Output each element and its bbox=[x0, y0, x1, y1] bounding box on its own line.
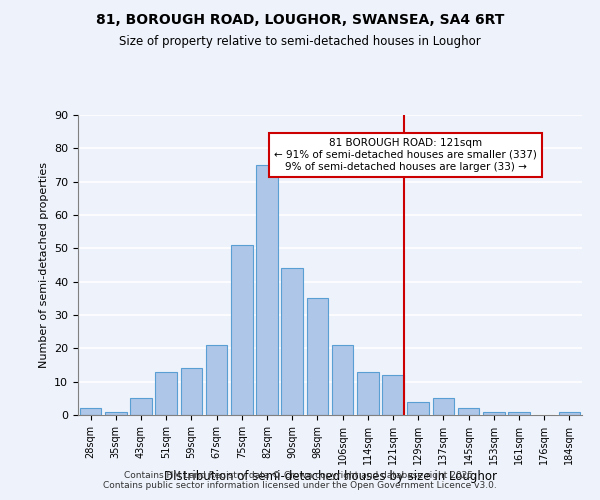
Bar bbox=[281, 268, 303, 415]
Bar bbox=[155, 372, 177, 415]
Bar bbox=[433, 398, 454, 415]
Bar bbox=[332, 345, 353, 415]
Text: 81 BOROUGH ROAD: 121sqm
← 91% of semi-detached houses are smaller (337)
9% of se: 81 BOROUGH ROAD: 121sqm ← 91% of semi-de… bbox=[274, 138, 537, 172]
Bar bbox=[206, 345, 227, 415]
Bar bbox=[559, 412, 580, 415]
Bar bbox=[458, 408, 479, 415]
Bar bbox=[357, 372, 379, 415]
Bar bbox=[256, 165, 278, 415]
Bar bbox=[407, 402, 429, 415]
Text: Contains HM Land Registry data © Crown copyright and database right 2025.
Contai: Contains HM Land Registry data © Crown c… bbox=[103, 470, 497, 490]
X-axis label: Distribution of semi-detached houses by size in Loughor: Distribution of semi-detached houses by … bbox=[163, 470, 497, 482]
Text: 81, BOROUGH ROAD, LOUGHOR, SWANSEA, SA4 6RT: 81, BOROUGH ROAD, LOUGHOR, SWANSEA, SA4 … bbox=[96, 12, 504, 26]
Text: Size of property relative to semi-detached houses in Loughor: Size of property relative to semi-detach… bbox=[119, 35, 481, 48]
Bar bbox=[307, 298, 328, 415]
Bar bbox=[508, 412, 530, 415]
Bar bbox=[130, 398, 152, 415]
Bar bbox=[382, 375, 404, 415]
Bar bbox=[483, 412, 505, 415]
Bar bbox=[231, 245, 253, 415]
Y-axis label: Number of semi-detached properties: Number of semi-detached properties bbox=[38, 162, 49, 368]
Bar bbox=[80, 408, 101, 415]
Bar bbox=[181, 368, 202, 415]
Bar bbox=[105, 412, 127, 415]
